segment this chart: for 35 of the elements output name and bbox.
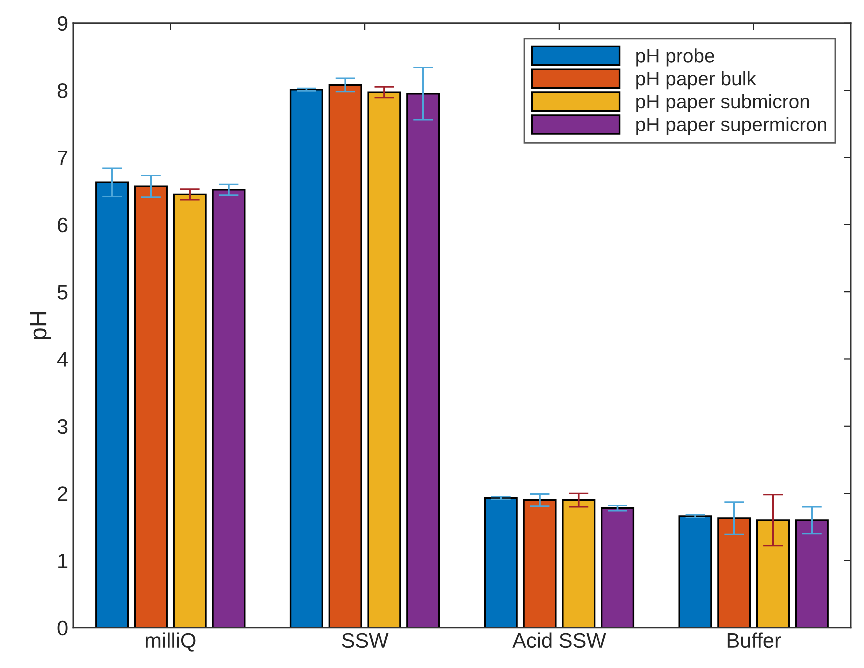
bar [134,186,168,628]
bar [212,189,246,628]
y-axis-title: pH [30,312,52,340]
bar [678,516,712,628]
bar [328,84,362,628]
x-tick-label: milliQ [146,632,196,652]
y-tick-label: 7 [58,150,68,166]
y-tick-label: 2 [58,486,68,502]
legend-label: pH probe [636,48,714,67]
bar [523,499,557,628]
bar [96,182,130,628]
bar [368,92,402,628]
bar [290,89,324,628]
x-tick-label: SSW [342,633,389,648]
bar [406,93,440,628]
y-tick-label: 4 [57,352,68,367]
bar [756,520,790,628]
y-tick-label: 0 [58,620,68,636]
bar [600,508,635,628]
bar [562,499,596,628]
x-tick-label: Acid SSW [512,632,606,648]
legend-label: pH paper submicron [636,94,810,112]
y-tick-label: 5 [58,285,68,300]
x-tick-label: Buffer [728,632,782,648]
y-tick-label: 8 [58,84,68,98]
bar [484,497,518,628]
bar [795,520,829,628]
legend-label: pH paper supermicron [636,117,826,136]
bar [173,194,207,628]
bar [718,518,752,628]
y-tick-label: 6 [58,218,68,233]
y-tick-label: 3 [58,419,68,434]
y-tick-label: 1 [58,554,68,568]
legend-label: pH paper bulk [636,71,756,90]
y-tick-label: 9 [58,16,68,32]
